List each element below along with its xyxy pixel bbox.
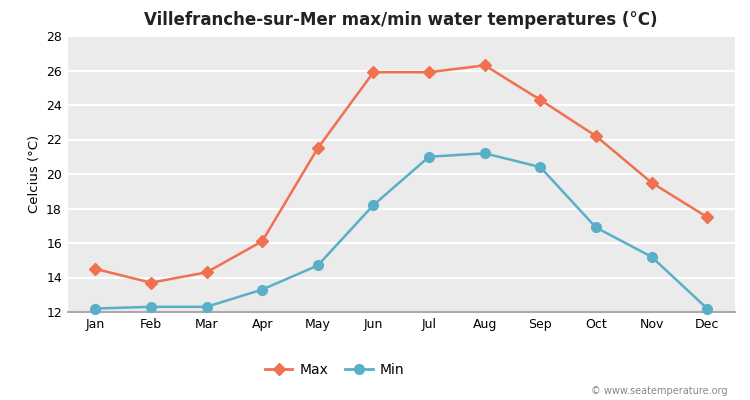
Y-axis label: Celcius (°C): Celcius (°C): [28, 135, 40, 213]
Text: © www.seatemperature.org: © www.seatemperature.org: [591, 386, 728, 396]
Title: Villefranche-sur-Mer max/min water temperatures (°C): Villefranche-sur-Mer max/min water tempe…: [145, 11, 658, 29]
Legend: Max, Min: Max, Min: [260, 357, 410, 382]
